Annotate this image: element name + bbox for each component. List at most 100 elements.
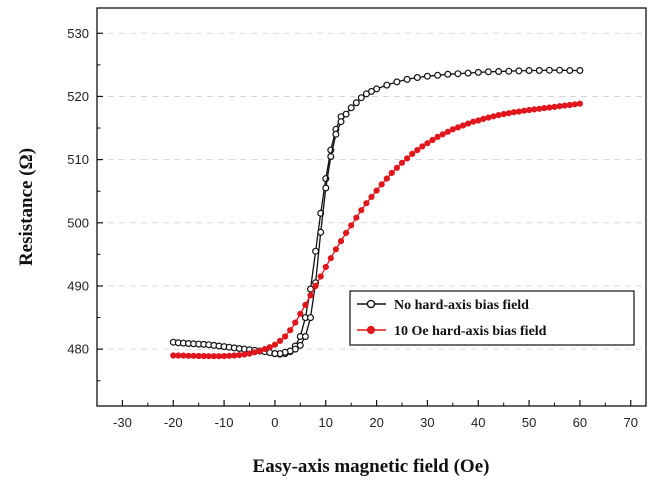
data-point	[287, 327, 294, 334]
x-tick-label: -20	[164, 415, 183, 430]
data-point	[414, 147, 421, 154]
data-point	[215, 353, 223, 360]
legend-marker-black	[366, 299, 376, 309]
data-point	[180, 352, 187, 359]
data-point	[465, 120, 472, 127]
data-point	[301, 333, 309, 341]
data-point	[352, 99, 360, 107]
data-point	[342, 110, 350, 118]
data-point	[282, 333, 289, 340]
data-point	[459, 122, 467, 129]
data-point	[566, 101, 573, 109]
data-point	[490, 113, 497, 120]
data-point	[332, 246, 340, 253]
data-point	[409, 150, 416, 157]
x-tick-label: 60	[573, 415, 587, 430]
data-point	[337, 118, 345, 126]
legend-box	[349, 290, 635, 346]
data-point	[474, 68, 482, 76]
x-tick-label: 40	[471, 415, 485, 430]
data-point	[190, 352, 197, 359]
data-point	[398, 159, 406, 166]
series-line	[173, 116, 342, 355]
data-point	[327, 255, 334, 262]
data-point	[505, 110, 512, 117]
data-point	[525, 66, 533, 74]
data-point	[535, 66, 543, 74]
data-point	[576, 66, 584, 74]
y-tick-label: 500	[67, 215, 89, 230]
data-point	[368, 193, 375, 200]
data-point	[276, 337, 284, 345]
data-point	[419, 143, 426, 150]
data-point	[236, 352, 243, 359]
series-10-oe-hard-axis	[170, 100, 584, 360]
data-point	[337, 238, 345, 245]
data-point	[226, 352, 233, 359]
data-point	[317, 273, 324, 280]
data-point	[317, 228, 325, 236]
data-point	[271, 350, 279, 358]
data-point	[358, 207, 365, 214]
data-point	[500, 110, 507, 118]
data-point	[484, 68, 492, 76]
data-point	[205, 353, 212, 360]
x-axis-title: Easy-axis magnetic field (Oe)	[253, 456, 490, 477]
data-point	[531, 106, 538, 113]
data-point	[439, 131, 446, 138]
data-point	[429, 136, 436, 144]
data-point	[343, 229, 350, 236]
data-point	[297, 310, 304, 317]
data-point	[424, 140, 431, 147]
data-point	[561, 102, 568, 109]
data-point	[423, 72, 431, 80]
data-point	[444, 128, 451, 135]
data-point	[556, 103, 563, 110]
data-point	[256, 347, 263, 355]
x-tick-label: 10	[319, 415, 333, 430]
series-no-hard-axis	[169, 66, 584, 358]
data-point	[556, 66, 564, 74]
data-point	[551, 103, 558, 110]
y-tick-label: 480	[67, 342, 89, 357]
data-point	[485, 114, 492, 121]
data-point	[302, 301, 309, 309]
data-point	[571, 101, 578, 108]
data-point	[296, 341, 304, 349]
data-point	[307, 314, 315, 322]
x-axis-ticks: -30 -20 -10 0 10 20 30 40 50 60 70	[96, 400, 638, 430]
plot-frame	[96, 7, 647, 407]
data-point	[495, 67, 503, 75]
data-point	[515, 108, 523, 115]
data-point	[312, 282, 319, 290]
data-point	[185, 352, 192, 359]
data-point	[576, 100, 584, 107]
data-point	[434, 71, 442, 79]
y-axis-title: Resistance (Ω)	[16, 148, 37, 266]
data-point	[195, 352, 202, 360]
data-point	[434, 133, 441, 140]
data-point	[566, 66, 574, 74]
legend-marker-red	[366, 325, 376, 335]
data-point	[348, 222, 355, 229]
data-point	[388, 169, 395, 176]
data-point	[464, 69, 472, 77]
data-point	[541, 104, 548, 112]
x-tick-label: 0	[271, 415, 278, 430]
data-point	[515, 67, 523, 75]
data-point	[454, 70, 462, 78]
x-tick-label: 20	[369, 415, 383, 430]
data-point	[413, 73, 421, 81]
data-point	[525, 106, 533, 114]
data-point	[545, 66, 553, 74]
x-tick-label: 50	[522, 415, 536, 430]
data-point	[347, 104, 355, 112]
data-point	[480, 115, 487, 122]
data-point	[322, 263, 329, 271]
data-point	[444, 70, 452, 78]
data-point	[271, 341, 279, 348]
data-point	[353, 214, 360, 221]
data-point	[449, 126, 456, 133]
y-tick-label: 490	[67, 278, 89, 293]
data-point	[505, 67, 513, 75]
